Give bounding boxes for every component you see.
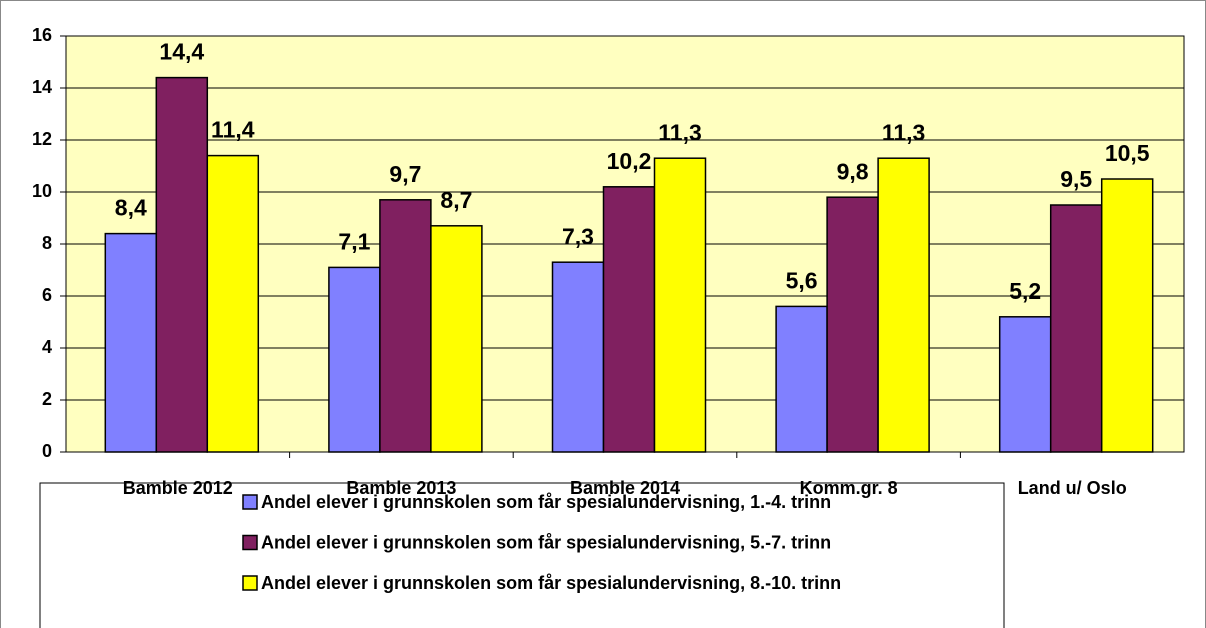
- y-tick-label: 2: [42, 389, 52, 409]
- x-tick-label: Land u/ Oslo: [1018, 478, 1127, 498]
- value-label: 8,7: [440, 187, 472, 213]
- value-label: 9,7: [389, 161, 421, 187]
- value-label: 11,3: [658, 119, 702, 145]
- value-label: 10,5: [1105, 140, 1150, 166]
- y-tick-label: 12: [32, 129, 52, 149]
- y-tick-label: 8: [42, 233, 52, 253]
- legend-swatch: [242, 534, 258, 551]
- legend-swatch: [242, 575, 258, 591]
- bar: [653, 157, 707, 453]
- x-tick-label: Bamble 2012: [123, 478, 233, 498]
- y-tick-label: 0: [42, 441, 52, 461]
- value-label: 11,4: [211, 117, 255, 143]
- bar: [379, 199, 432, 453]
- bar: [1049, 204, 1103, 453]
- value-label: 5,6: [786, 267, 818, 293]
- y-tick-label: 4: [42, 337, 52, 357]
- bar: [602, 186, 656, 453]
- bar: [104, 232, 158, 453]
- bar: [877, 157, 930, 453]
- bar: [430, 225, 483, 453]
- y-tick-label: 16: [32, 25, 52, 45]
- legend-label: Andel elever i grunnskolen som får spesi…: [261, 573, 841, 593]
- x-tick-label: Bamble 2013: [346, 478, 456, 498]
- y-tick-label: 10: [32, 181, 52, 201]
- legend: [39, 482, 1005, 628]
- value-label: 5,2: [1009, 278, 1041, 304]
- bar: [775, 305, 828, 453]
- value-label: 7,1: [338, 228, 370, 254]
- y-tick-label: 14: [32, 77, 52, 97]
- legend-label: Andel elever i grunnskolen som får spesi…: [261, 492, 831, 512]
- value-label: 10,2: [607, 148, 652, 174]
- bar: [1100, 178, 1154, 453]
- bar: [551, 261, 605, 453]
- bar: [155, 76, 209, 453]
- legend-label: Andel elever i grunnskolen som får spesi…: [261, 532, 831, 552]
- value-label: 9,5: [1060, 166, 1092, 192]
- x-tick-label: Komm.gr. 8: [800, 478, 898, 498]
- bar: [328, 266, 381, 453]
- legend-swatch: [242, 494, 258, 510]
- value-label: 14,4: [159, 39, 204, 65]
- value-label: 7,3: [562, 223, 594, 249]
- value-label: 9,8: [837, 158, 869, 184]
- bar: [998, 316, 1052, 453]
- bar: [826, 196, 879, 453]
- y-tick-label: 6: [42, 285, 52, 305]
- value-label: 8,4: [115, 195, 147, 221]
- bar: [206, 154, 260, 453]
- value-label: 11,3: [882, 119, 926, 145]
- x-tick-label: Bamble 2014: [570, 478, 680, 498]
